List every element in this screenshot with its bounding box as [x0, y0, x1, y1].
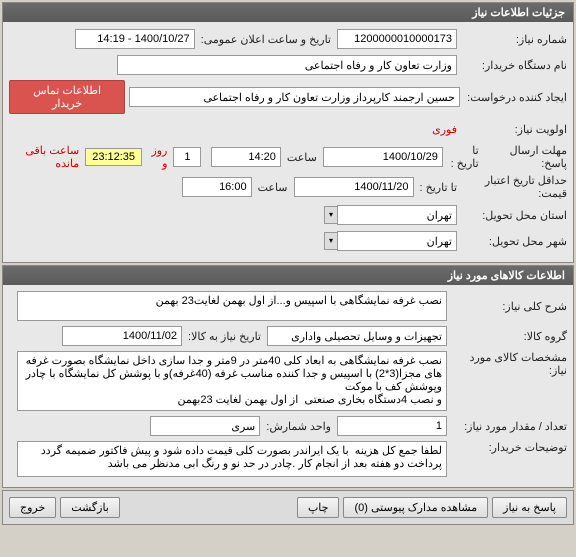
requester-field[interactable] [129, 87, 460, 107]
print-button[interactable]: چاپ [297, 497, 340, 518]
desc-field[interactable] [17, 291, 447, 321]
deadline-date-field[interactable] [323, 147, 443, 167]
need-no-field[interactable] [337, 29, 457, 49]
province-field[interactable] [337, 205, 457, 225]
unit-field[interactable] [150, 416, 260, 436]
need-no-label: شماره نیاز: [457, 33, 567, 46]
city-field[interactable] [337, 231, 457, 251]
validity-label: حداقل تاریخ اعتبار قیمت: [457, 174, 567, 200]
validity-time-field[interactable] [182, 177, 252, 197]
buyer-label: نام دستگاه خریدار: [457, 59, 567, 72]
buyer-field[interactable] [117, 55, 457, 75]
priority-value: فوری [432, 123, 457, 136]
pub-datetime-field[interactable] [75, 29, 195, 49]
unit-label: واحد شمارش: [266, 420, 331, 433]
pub-datetime-label: تاریخ و ساعت اعلان عمومی: [201, 33, 331, 46]
deadline-label: مهلت ارسال پاسخ: [479, 144, 567, 170]
qty-label: تعداد / مقدار مورد نیاز: [447, 420, 567, 433]
reply-button[interactable]: پاسخ به نیاز [492, 497, 567, 518]
qty-field[interactable] [337, 416, 447, 436]
deadline-to-label: تا تاریخ : [449, 144, 479, 170]
remain-time-box: 23:12:35 [85, 148, 142, 166]
validity-date-field[interactable] [294, 177, 414, 197]
button-bar: پاسخ به نیاز مشاهده مدارک پیوستی (0) چاپ… [2, 490, 574, 525]
panel1-body: شماره نیاز: تاریخ و ساعت اعلان عمومی: نا… [3, 22, 573, 262]
spec-label: مشخصات کالای مورد نیاز: [447, 351, 567, 377]
deadline-hour-label: ساعت [287, 151, 317, 164]
group-field[interactable] [267, 326, 447, 346]
province-label: استان محل تحویل: [457, 209, 567, 222]
city-label: شهر محل تحویل: [457, 235, 567, 248]
exit-button[interactable]: خروج [9, 497, 56, 518]
notes-field[interactable] [17, 441, 447, 477]
requester-label: ایجاد کننده درخواست: [460, 91, 567, 104]
panel2-header: اطلاعات کالاهای مورد نیاز [3, 266, 573, 285]
remain-suffix: ساعت باقی مانده [15, 144, 79, 170]
validity-hour-label: ساعت [258, 181, 288, 194]
panel1-header: جزئیات اطلاعات نیاز [3, 3, 573, 22]
city-dropdown-icon[interactable]: ▾ [324, 232, 338, 250]
notes-label: توضیحات خریدار: [447, 441, 567, 454]
panel2-body: شرح کلی نیاز: گروه کالا: تاریخ نیاز به ک… [3, 285, 573, 487]
need-items-panel: اطلاعات کالاهای مورد نیاز شرح کلی نیاز: … [2, 265, 574, 488]
priority-label: اولویت نیاز: [457, 123, 567, 136]
attachments-button[interactable]: مشاهده مدارک پیوستی (0) [343, 497, 488, 518]
contact-buyer-button[interactable]: اطلاعات تماس خریدار [9, 80, 125, 114]
need-date-label: تاریخ نیاز به کالا: [188, 330, 261, 343]
spec-field[interactable] [17, 351, 447, 411]
need-date-field[interactable] [62, 326, 182, 346]
desc-label: شرح کلی نیاز: [447, 300, 567, 313]
province-dropdown-icon[interactable]: ▾ [324, 206, 338, 224]
remain-days-field [173, 147, 201, 167]
deadline-time-field[interactable] [211, 147, 281, 167]
remain-days-label: روز و [148, 144, 167, 170]
validity-to-label: تا تاریخ : [420, 181, 457, 194]
need-details-panel: جزئیات اطلاعات نیاز شماره نیاز: تاریخ و … [2, 2, 574, 263]
back-button[interactable]: بازگشت [60, 497, 120, 518]
group-label: گروه کالا: [447, 330, 567, 343]
